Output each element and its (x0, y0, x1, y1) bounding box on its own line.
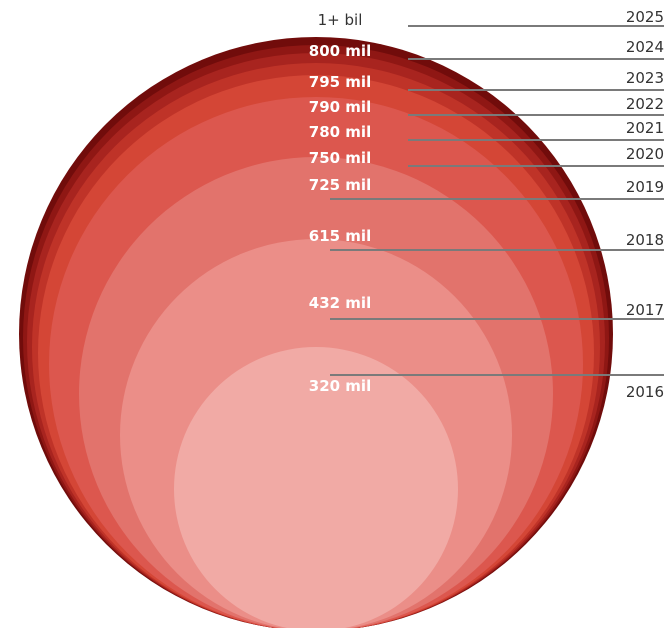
year-label-2023: 2023 (626, 69, 664, 87)
value-label-2017: 432 mil (309, 294, 371, 312)
value-label-2018: 615 mil (309, 227, 371, 245)
value-label-2019: 725 mil (309, 176, 371, 194)
value-label-2016: 320 mil (309, 377, 371, 395)
label-layer: 320 mil 2016 432 mil 2017 615 mil 2018 725 mil… (309, 8, 664, 401)
value-label-2022: 790 mil (309, 98, 371, 116)
value-label-2024: 800 mil (309, 42, 371, 60)
year-label-2020: 2020 (626, 145, 664, 163)
value-label-2025: 1+ bil (318, 11, 363, 29)
value-label-2023: 795 mil (309, 73, 371, 91)
leader-line-layer (330, 25, 664, 376)
year-label-2021: 2021 (626, 119, 664, 137)
year-label-2017: 2017 (626, 301, 664, 319)
bubble-layer (19, 37, 613, 628)
year-label-2019: 2019 (626, 178, 664, 196)
year-label-2016: 2016 (626, 383, 664, 401)
year-label-2018: 2018 (626, 231, 664, 249)
year-label-2022: 2022 (626, 95, 664, 113)
year-label-2024: 2024 (626, 38, 664, 56)
year-label-2025: 2025 (626, 8, 664, 26)
bubble-2016 (174, 347, 458, 628)
value-label-2020: 750 mil (309, 149, 371, 167)
value-label-2021: 780 mil (309, 123, 371, 141)
